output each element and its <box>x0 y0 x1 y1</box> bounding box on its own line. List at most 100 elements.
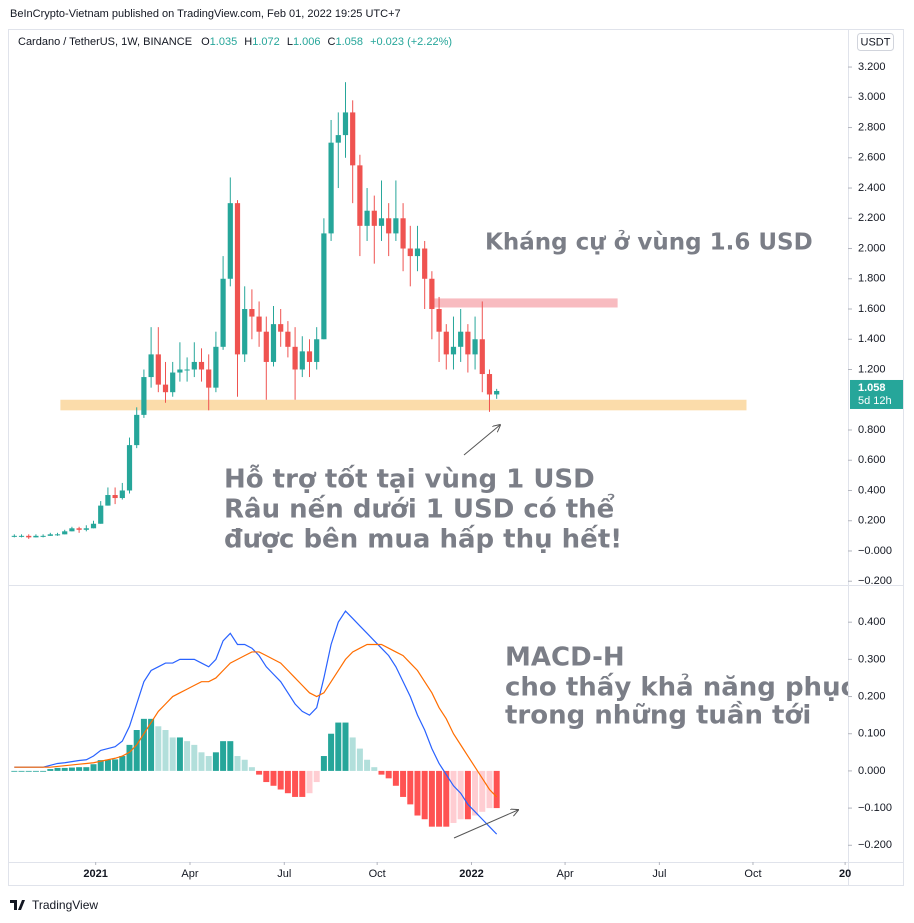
y-tick-label: 0.400 <box>858 616 886 628</box>
candle-body <box>126 445 133 491</box>
histogram-bar <box>97 760 104 771</box>
candle-body <box>54 534 61 536</box>
histogram-bar <box>18 770 25 772</box>
zone <box>60 399 747 411</box>
candle-body <box>112 495 118 499</box>
histogram-bar <box>205 756 212 771</box>
logo-icon <box>10 900 25 910</box>
plot-area <box>11 82 747 835</box>
candle-body <box>429 278 435 310</box>
candle-body <box>328 142 334 234</box>
histogram-bar <box>472 770 479 816</box>
annotation: Râu nến dưới 1 USD có thể <box>224 492 615 525</box>
histogram-bar <box>112 759 119 771</box>
candle-body <box>393 218 399 234</box>
candle-body <box>33 535 39 538</box>
candle-body <box>386 218 392 234</box>
histogram-bar <box>364 759 371 771</box>
histogram-bar <box>234 756 241 771</box>
histogram-bar <box>126 744 133 771</box>
histogram-bar <box>270 770 277 786</box>
histogram-bar <box>227 741 234 771</box>
candle-body <box>350 112 356 166</box>
ohlc-value: 1.035 <box>210 36 238 48</box>
candle-body <box>148 354 154 378</box>
last-price: 1.058 <box>858 382 886 394</box>
histogram-bar <box>263 770 270 783</box>
candle-body <box>465 331 471 355</box>
histogram-bar <box>256 770 263 775</box>
candle-body <box>134 414 140 446</box>
histogram-bar <box>140 718 147 771</box>
y-tick-label: 0.400 <box>858 484 886 496</box>
histogram-bar <box>61 767 68 771</box>
y-tick-label: 2.000 <box>858 242 886 254</box>
y-tick-label: 0.000 <box>858 765 886 777</box>
x-tick-label: Apr <box>557 868 574 880</box>
arrow <box>453 810 518 839</box>
histogram-bar <box>457 770 464 820</box>
y-tick-label: 1.400 <box>858 333 886 345</box>
countdown: 5d 12h <box>858 395 892 407</box>
candle-body <box>206 369 212 388</box>
candle-body <box>486 374 493 395</box>
candle-body <box>321 233 327 340</box>
candle-body <box>285 331 291 347</box>
histogram-bar <box>241 759 248 771</box>
candle-body <box>357 165 363 226</box>
histogram-bar <box>212 752 219 771</box>
histogram-bar <box>335 722 342 771</box>
histogram-bar <box>40 770 47 772</box>
histogram-bar <box>392 770 399 786</box>
histogram-bar <box>191 744 198 771</box>
x-tick-label: Oct <box>744 868 761 880</box>
y-tick-label: 0.800 <box>858 424 886 436</box>
candle-body <box>242 309 248 355</box>
y-tick-label: 0.200 <box>858 690 886 702</box>
candle-body <box>220 278 226 347</box>
x-tick-label: 2022 <box>459 868 483 880</box>
candle-body <box>292 346 298 370</box>
histogram-bar <box>284 770 291 794</box>
last-price-box <box>850 379 903 409</box>
tradingview-logo: TradingView <box>10 898 98 912</box>
histogram-bar <box>220 741 227 771</box>
chart-frame <box>8 29 904 886</box>
candle-body <box>458 331 464 347</box>
histogram-bar <box>155 726 162 771</box>
y-tick-label: 2.800 <box>858 121 886 133</box>
ohlc-label: H <box>244 36 252 48</box>
histogram-bar <box>479 770 486 812</box>
candle-body <box>335 135 341 143</box>
candle-body <box>342 112 349 136</box>
price-change: +0.023 (+2.22%) <box>370 36 452 48</box>
histogram-bar <box>306 770 313 794</box>
candle-body <box>407 248 413 257</box>
currency-label[interactable]: USDT <box>861 36 891 48</box>
histogram-bar <box>400 770 407 797</box>
arrow <box>463 425 500 456</box>
x-tick-label: 20 <box>839 868 851 880</box>
histogram-bar <box>248 767 255 771</box>
x-tick-label: Oct <box>369 868 386 880</box>
candle-body <box>40 535 46 537</box>
histogram-bar <box>385 770 392 779</box>
signal-line <box>14 643 498 798</box>
histogram-bar <box>25 770 32 772</box>
histogram-bar <box>356 748 363 771</box>
y-tick-label: 2.400 <box>858 182 886 194</box>
ohlc-label: O <box>201 36 210 48</box>
y-tick-label: −0.100 <box>858 802 892 814</box>
candle-body <box>400 218 406 249</box>
candle-body <box>227 203 233 279</box>
histogram-bar <box>292 770 299 797</box>
candle-body <box>98 505 104 524</box>
candle-body <box>105 495 111 506</box>
histogram-bar <box>90 764 97 771</box>
histogram-bar <box>104 759 111 771</box>
candle-body <box>198 361 205 370</box>
currency-button[interactable] <box>857 33 894 51</box>
candle-body <box>76 528 82 530</box>
y-tick-label: 1.200 <box>858 363 886 375</box>
